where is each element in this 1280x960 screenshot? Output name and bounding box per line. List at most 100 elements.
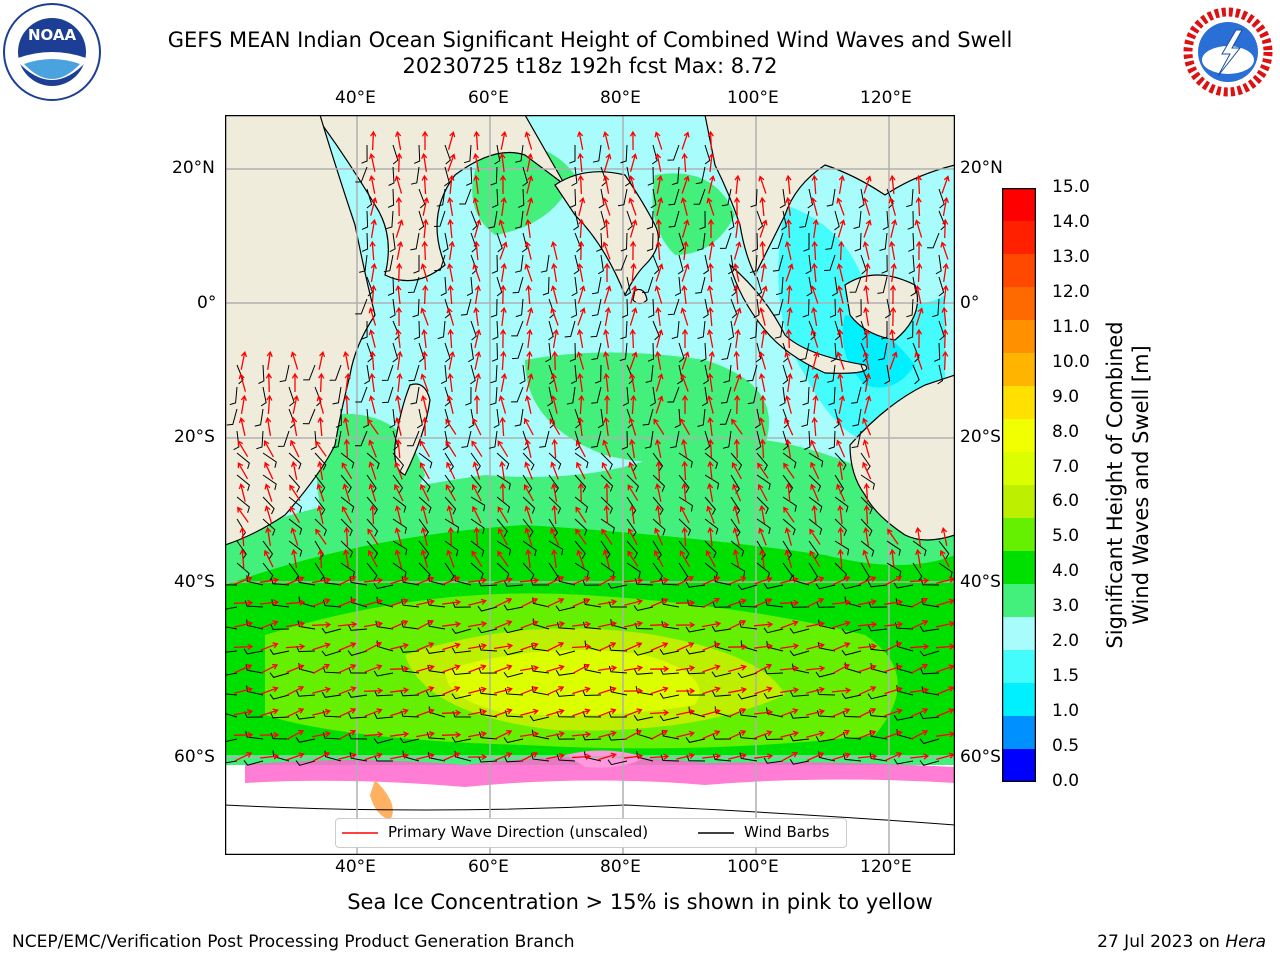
- wave-direction-arrow: [936, 598, 955, 607]
- wind-barb: [730, 540, 745, 557]
- wind-barb: [920, 668, 940, 675]
- wave-direction-arrow: [863, 482, 870, 503]
- wind-barb: [849, 276, 862, 293]
- wind-barb: [427, 751, 446, 762]
- wave-direction-arrow: [468, 577, 488, 584]
- wind-barb: [303, 364, 316, 381]
- wind-barb: [756, 496, 769, 515]
- wind-barb: [361, 210, 369, 230]
- wave-direction-arrow: [676, 752, 695, 760]
- wave-direction-arrow: [598, 620, 618, 628]
- wave-direction-arrow: [757, 462, 769, 479]
- wave-direction-arrow: [942, 328, 949, 349]
- wind-barb: [779, 386, 786, 407]
- wind-barb: [647, 342, 655, 362]
- wind-barb: [626, 474, 639, 492]
- wave-direction-arrow: [575, 439, 586, 458]
- wave-direction-arrow: [395, 284, 402, 304]
- wave-direction-arrow: [629, 351, 638, 370]
- wave-direction-arrow: [577, 152, 584, 173]
- wind-barb: [938, 188, 945, 209]
- wave-direction-arrow: [780, 751, 799, 762]
- wave-direction-arrow: [858, 576, 877, 586]
- wave-direction-arrow: [442, 576, 461, 586]
- wind-barb: [750, 188, 758, 208]
- wave-direction-arrow: [471, 550, 483, 567]
- wind-barb: [383, 254, 394, 273]
- wave-direction-arrow: [471, 483, 482, 502]
- wind-barb: [703, 254, 709, 275]
- wave-direction-arrow: [780, 730, 799, 738]
- wave-direction-arrow: [909, 577, 930, 584]
- wind-barb: [670, 430, 680, 449]
- wave-direction-arrow: [394, 527, 403, 546]
- wind-barb: [465, 386, 472, 406]
- wave-direction-arrow: [863, 284, 870, 304]
- wave-direction-arrow: [656, 174, 664, 194]
- wind-barb: [635, 686, 654, 696]
- wind-barb: [295, 713, 316, 720]
- wave-direction-arrow: [498, 219, 507, 238]
- wave-direction-arrow: [260, 753, 280, 760]
- wind-barb: [702, 298, 709, 319]
- wind-barb: [548, 320, 554, 341]
- wave-direction-arrow: [836, 439, 846, 458]
- wind-barb: [335, 408, 342, 428]
- wind-barb: [444, 166, 450, 187]
- wave-direction-arrow: [654, 350, 662, 371]
- wind-barb: [444, 474, 455, 494]
- wave-direction-arrow: [708, 350, 715, 371]
- wave-direction-arrow: [728, 686, 748, 694]
- wave-direction-arrow: [312, 751, 331, 762]
- wind-barb: [466, 276, 473, 297]
- wave-direction-arrow: [471, 505, 482, 524]
- wind-barb: [245, 731, 264, 740]
- wave-direction-arrow: [343, 394, 350, 415]
- wave-direction-arrow: [779, 687, 800, 694]
- lon-label-bottom: 100°E: [727, 857, 779, 877]
- wave-direction-arrow: [812, 218, 819, 238]
- wind-barb: [825, 232, 836, 250]
- wave-direction-arrow: [681, 219, 690, 238]
- wind-barb: [332, 430, 342, 449]
- footer-date-text: 27 Jul 2023 on: [1097, 932, 1226, 952]
- wind-barb: [492, 188, 499, 208]
- wave-direction-arrow: [628, 372, 636, 393]
- wind-barb: [789, 690, 810, 697]
- wind-barb: [418, 452, 433, 469]
- wave-direction-arrow: [680, 373, 689, 392]
- wind-barb: [444, 562, 455, 582]
- wind-barb: [246, 619, 264, 630]
- wave-direction-arrow: [260, 663, 279, 674]
- wind-barb: [622, 386, 629, 407]
- wind-barb: [659, 649, 680, 655]
- lat-label-right: 20°N: [960, 158, 1003, 178]
- wind-barb: [652, 562, 664, 582]
- wind-barb: [617, 188, 628, 207]
- wave-direction-arrow: [473, 394, 481, 415]
- sea-ice-caption: Sea Ice Concentration > 15% is shown in …: [347, 890, 933, 914]
- wind-barb: [713, 575, 732, 586]
- wave-direction-arrow: [421, 240, 428, 261]
- wind-barb: [548, 452, 562, 470]
- wind-barb: [262, 518, 276, 536]
- wind-barb: [804, 430, 811, 450]
- wind-barb: [834, 320, 841, 341]
- wind-barb: [730, 298, 738, 319]
- wind-barb: [548, 562, 559, 582]
- wave-direction-arrow: [838, 240, 845, 261]
- wave-direction-arrow: [681, 152, 688, 173]
- wave-direction-arrow: [936, 664, 955, 673]
- wave-direction-arrow: [629, 438, 636, 459]
- wind-barb: [392, 144, 399, 165]
- wave-direction-arrow: [603, 372, 610, 392]
- wave-direction-arrow: [832, 599, 852, 606]
- colorbar-tick-label: 12.0: [1052, 281, 1090, 302]
- lon-label-bottom: 80°E: [600, 857, 641, 877]
- wind-barb: [323, 576, 342, 586]
- wave-direction-arrow: [364, 641, 383, 652]
- wind-barb: [686, 668, 706, 675]
- wind-barb: [548, 496, 562, 514]
- wave-direction-arrow: [577, 174, 584, 195]
- wave-direction-arrow: [441, 709, 462, 716]
